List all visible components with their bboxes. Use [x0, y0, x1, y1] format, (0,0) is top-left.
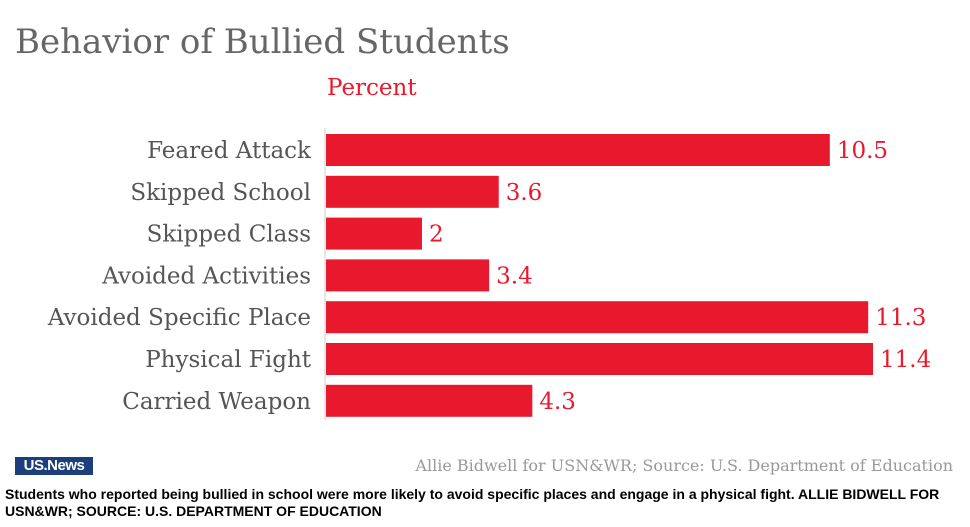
bar-skipped-class [326, 217, 422, 250]
bar-avoided-activities [326, 259, 490, 292]
category-label-avoided-activities: Avoided Activities [101, 263, 311, 289]
value-label-carried-weapon: 4.3 [539, 389, 576, 415]
chart-title: Behavior of Bullied Students [15, 22, 510, 62]
category-label-carried-weapon: Carried Weapon [122, 389, 311, 415]
bar-skipped-school [326, 175, 499, 208]
category-label-skipped-class: Skipped Class [147, 222, 311, 248]
category-label-skipped-school: Skipped School [130, 180, 311, 206]
value-label-skipped-class: 2 [429, 222, 444, 248]
category-label-physical-fight: Physical Fight [145, 347, 312, 373]
usnews-logo: US.News [15, 457, 93, 475]
value-label-skipped-school: 3.6 [506, 180, 543, 206]
bars-group: Feared Attack 10.5 Skipped School 3.6 Skippe… [47, 134, 931, 417]
value-label-avoided-activities: 3.4 [496, 263, 533, 289]
category-label-avoided-specific-place: Avoided Specific Place [47, 305, 311, 331]
bar-physical-fight [326, 343, 873, 375]
bar-feared-attack [326, 134, 830, 166]
bar-avoided-specific-place [326, 301, 869, 334]
value-label-physical-fight: 11.4 [880, 347, 931, 373]
category-label-feared-attack: Feared Attack [147, 138, 312, 164]
source-credit: Allie Bidwell for USN&WR; Source: U.S. D… [415, 456, 953, 475]
image-caption: Students who reported being bullied in s… [5, 486, 940, 519]
value-label-avoided-specific-place: 11.3 [875, 305, 926, 331]
value-label-feared-attack: 10.5 [837, 138, 888, 164]
chart-subtitle: Percent [327, 75, 417, 101]
bar-carried-weapon [326, 384, 533, 417]
bar-chart: Feared Attack 10.5 Skipped School 3.6 Skippe… [47, 128, 931, 420]
